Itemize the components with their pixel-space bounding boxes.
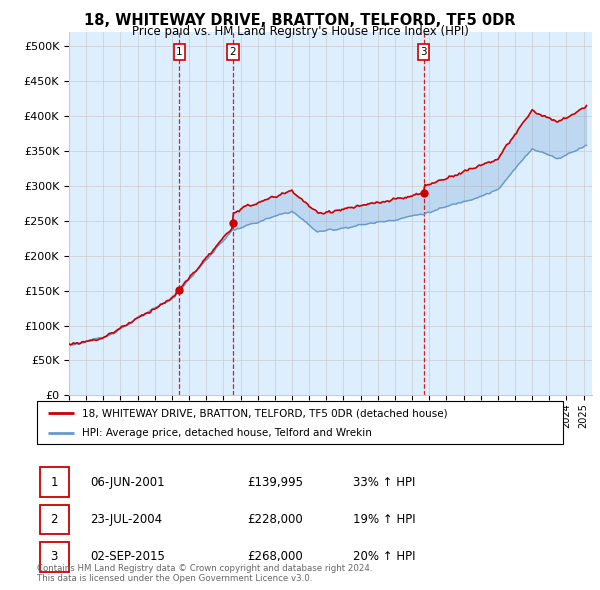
FancyBboxPatch shape	[40, 467, 69, 497]
Text: 19% ↑ HPI: 19% ↑ HPI	[353, 513, 415, 526]
Text: HPI: Average price, detached house, Telford and Wrekin: HPI: Average price, detached house, Telf…	[82, 428, 372, 438]
Text: 06-JUN-2001: 06-JUN-2001	[90, 476, 164, 489]
Text: 18, WHITEWAY DRIVE, BRATTON, TELFORD, TF5 0DR: 18, WHITEWAY DRIVE, BRATTON, TELFORD, TF…	[84, 13, 516, 28]
Text: 33% ↑ HPI: 33% ↑ HPI	[353, 476, 415, 489]
Text: 2: 2	[230, 47, 236, 57]
Text: 23-JUL-2004: 23-JUL-2004	[90, 513, 162, 526]
Text: £228,000: £228,000	[247, 513, 303, 526]
Text: £139,995: £139,995	[247, 476, 304, 489]
FancyBboxPatch shape	[40, 504, 69, 535]
Text: 20% ↑ HPI: 20% ↑ HPI	[353, 550, 415, 563]
FancyBboxPatch shape	[37, 401, 563, 444]
Text: 2: 2	[50, 513, 58, 526]
Text: 1: 1	[176, 47, 183, 57]
Text: 3: 3	[50, 550, 58, 563]
Text: Price paid vs. HM Land Registry's House Price Index (HPI): Price paid vs. HM Land Registry's House …	[131, 25, 469, 38]
Text: 02-SEP-2015: 02-SEP-2015	[90, 550, 164, 563]
FancyBboxPatch shape	[40, 542, 69, 572]
Text: 3: 3	[420, 47, 427, 57]
Text: 1: 1	[50, 476, 58, 489]
Text: £268,000: £268,000	[247, 550, 303, 563]
Text: 18, WHITEWAY DRIVE, BRATTON, TELFORD, TF5 0DR (detached house): 18, WHITEWAY DRIVE, BRATTON, TELFORD, TF…	[82, 408, 448, 418]
Text: Contains HM Land Registry data © Crown copyright and database right 2024.
This d: Contains HM Land Registry data © Crown c…	[37, 563, 373, 583]
